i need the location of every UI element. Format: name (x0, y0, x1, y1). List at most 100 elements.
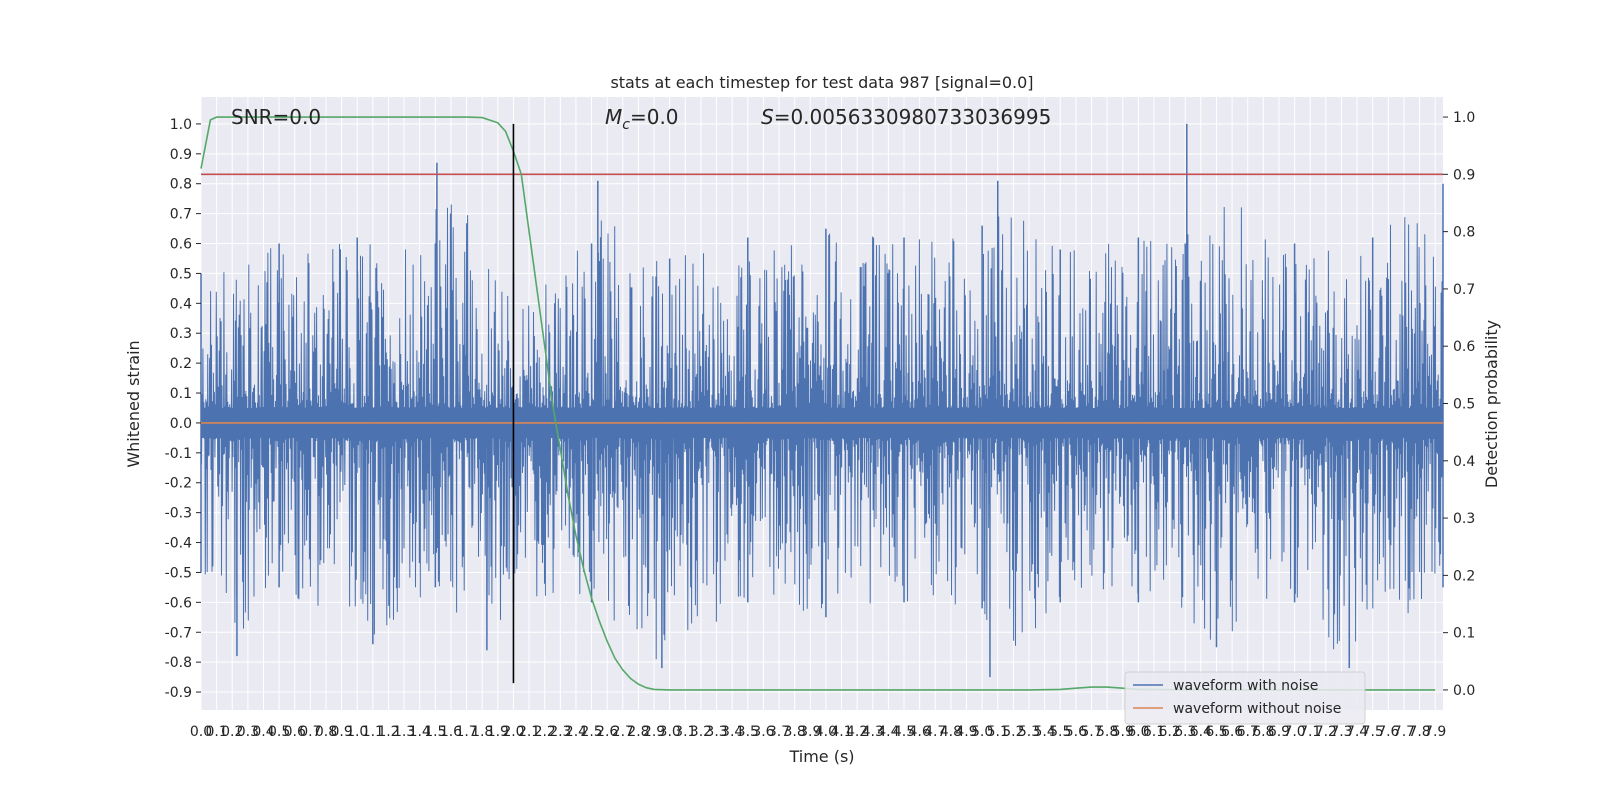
x-tick-label: 1.7 (455, 724, 477, 740)
y2-tick-label: 0.0 (1453, 683, 1475, 699)
y-tick-label: 1.0 (170, 117, 192, 133)
y-tick-label: -0.3 (165, 506, 192, 522)
y-tick-label: -0.2 (165, 476, 192, 492)
mc-symbol: M (605, 105, 622, 129)
x-tick-label: 4.7 (924, 724, 946, 740)
y-tick-label: 0.6 (170, 237, 192, 253)
x-tick-label: 5.9 (1112, 724, 1134, 740)
y-tick-label: 0.8 (170, 177, 192, 193)
x-tick-label: 5.0 (971, 724, 993, 740)
y-tick-label: -0.8 (165, 655, 192, 671)
y2-tick-label: 0.3 (1453, 511, 1475, 527)
x-tick-label: 0.7 (299, 724, 321, 740)
x-tick-label: 2.4 (565, 724, 587, 740)
x-tick-label: 2.1 (518, 724, 540, 740)
x-tick-label: 5.3 (1018, 724, 1040, 740)
x-tick-label: 1.8 (471, 724, 493, 740)
x-tick-label: 2.8 (627, 724, 649, 740)
x-tick-label: 1.9 (487, 724, 509, 740)
mc-annotation: Mc=0.0 (605, 105, 679, 133)
y2-tick-label: 0.9 (1453, 167, 1475, 183)
x-tick-label: 7.8 (1408, 724, 1430, 740)
y-tick-label: 0.1 (170, 386, 192, 402)
y2-tick-label: 0.5 (1453, 397, 1475, 413)
legend-box (1124, 671, 1366, 725)
y-axis-title: Whitened strain (124, 340, 143, 467)
x-tick-label: 3.9 (799, 724, 821, 740)
x-tick-label: 5.1 (987, 724, 1009, 740)
x-tick-label: 7.4 (1346, 724, 1368, 740)
x-tick-label: 0.1 (205, 724, 227, 740)
x-tick-label: 2.6 (596, 724, 618, 740)
x-tick-label: 6.1 (1143, 724, 1165, 740)
y2-axis-title: Detection probability (1482, 320, 1501, 488)
y-tick-label: -0.5 (165, 565, 192, 581)
ticks: 0.00.10.20.30.40.50.60.70.80.91.01.11.21… (165, 110, 1476, 740)
y2-tick-label: 0.7 (1453, 282, 1475, 298)
x-tick-label: 6.3 (1174, 724, 1196, 740)
y-tick-label: -0.7 (165, 625, 192, 641)
x-tick-label: 6.6 (1221, 724, 1243, 740)
x-tick-label: 0.9 (330, 724, 352, 740)
y-tick-label: 0.2 (170, 356, 192, 372)
x-tick-label: 4.4 (877, 724, 899, 740)
x-tick-label: 0.0 (190, 724, 212, 740)
legend-label-waveform-with-noise: waveform with noise (1173, 678, 1318, 694)
y2-tick-label: 0.4 (1453, 454, 1475, 470)
x-tick-label: 6.4 (1190, 724, 1212, 740)
x-tick-label: 2.0 (502, 724, 524, 740)
y-tick-label: -0.9 (165, 685, 192, 701)
legend: waveform with noise waveform without noi… (1124, 671, 1366, 725)
x-tick-label: 4.6 (909, 724, 931, 740)
y2-tick-label: 1.0 (1453, 110, 1475, 126)
y-tick-label: 0.0 (170, 416, 192, 432)
x-tick-label: 4.1 (830, 724, 852, 740)
x-tick-label: 1.4 (409, 724, 431, 740)
x-tick-label: 6.2 (1158, 724, 1180, 740)
x-tick-label: 7.7 (1393, 724, 1415, 740)
x-tick-label: 6.9 (1268, 724, 1290, 740)
chart-title: stats at each timestep for test data 987… (610, 73, 1033, 92)
x-tick-label: 6.5 (1205, 724, 1227, 740)
x-tick-label: 5.7 (1080, 724, 1102, 740)
x-tick-label: 6.8 (1252, 724, 1274, 740)
x-tick-label: 7.3 (1330, 724, 1352, 740)
x-tick-label: 3.5 (737, 724, 759, 740)
y-tick-label: -0.1 (165, 446, 192, 462)
x-tick-label: 4.5 (893, 724, 915, 740)
x-tick-label: 7.9 (1424, 724, 1446, 740)
x-tick-label: 1.5 (424, 724, 446, 740)
x-tick-label: 6.0 (1127, 724, 1149, 740)
x-tick-label: 1.1 (362, 724, 384, 740)
x-tick-label: 0.6 (284, 724, 306, 740)
s-value: =0.0056330980733036995 (774, 105, 1052, 129)
mc-value: =0.0 (630, 105, 679, 129)
legend-label-waveform-without-noise: waveform without noise (1173, 701, 1341, 717)
x-tick-label: 5.6 (1065, 724, 1087, 740)
x-tick-label: 4.9 (955, 724, 977, 740)
x-tick-label: 3.4 (721, 724, 743, 740)
x-tick-label: 2.5 (580, 724, 602, 740)
y-tick-label: 0.9 (170, 147, 192, 163)
y-tick-label: -0.6 (165, 595, 192, 611)
x-tick-label: 4.3 (862, 724, 884, 740)
x-tick-label: 1.0 (346, 724, 368, 740)
overlays (200, 116, 1443, 691)
snr-annotation: SNR=0.0 (231, 105, 321, 129)
noise-trace (200, 181, 1444, 660)
x-tick-label: 0.8 (315, 724, 337, 740)
y2-tick-label: 0.1 (1453, 626, 1475, 642)
x-tick-label: 1.2 (377, 724, 399, 740)
y-tick-label: 0.5 (170, 266, 192, 282)
x-tick-label: 5.8 (1096, 724, 1118, 740)
series-waveform-with-noise (200, 123, 1444, 678)
x-tick-label: 6.7 (1237, 724, 1259, 740)
x-tick-label: 7.5 (1362, 724, 1384, 740)
x-tick-label: 3.8 (784, 724, 806, 740)
x-tick-label: 7.0 (1283, 724, 1305, 740)
x-tick-label: 1.3 (393, 724, 415, 740)
detection-probability-curve (200, 116, 1436, 691)
s-annotation: S=0.0056330980733036995 (761, 105, 1051, 129)
s-symbol: S (761, 105, 774, 129)
x-tick-label: 7.1 (1299, 724, 1321, 740)
